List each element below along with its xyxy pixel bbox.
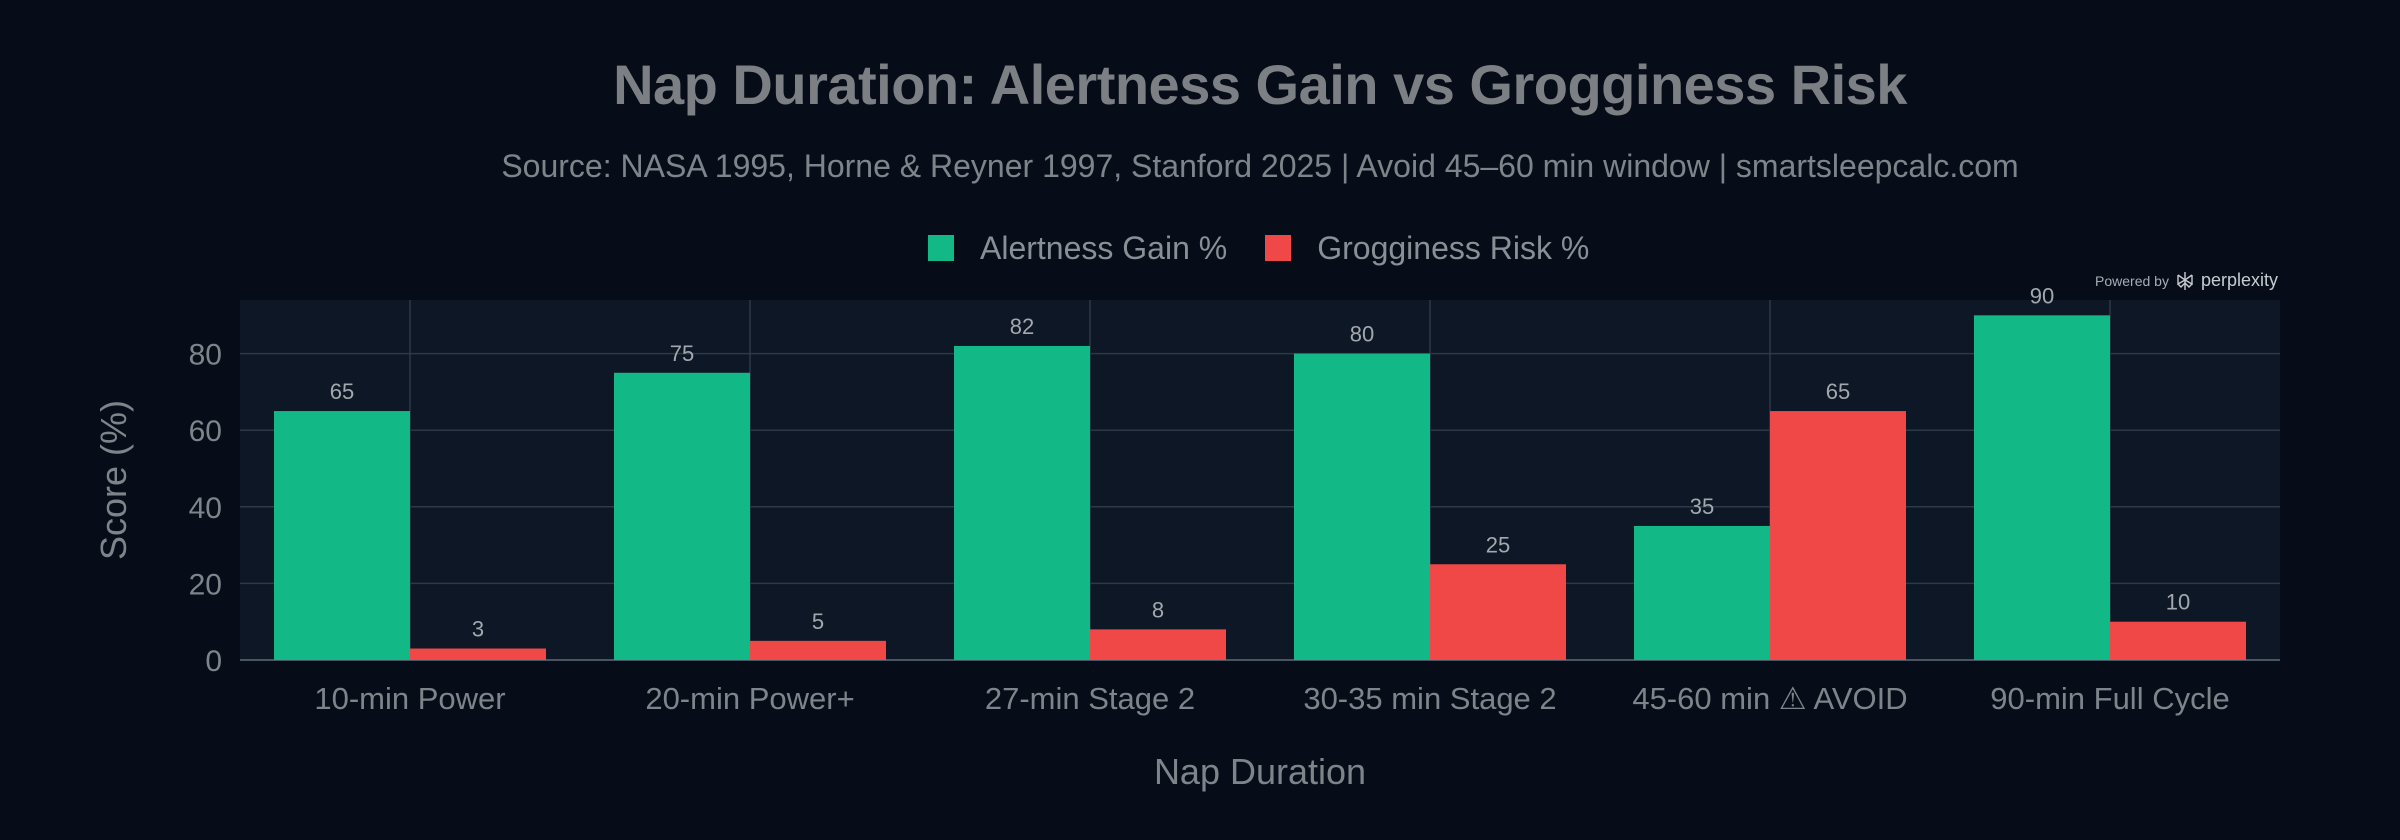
bars [274,315,2246,660]
y-axis-title: Score (%) [93,400,134,560]
bar-alertness[interactable] [614,372,750,660]
data-label: 8 [1152,597,1164,622]
powered-by-watermark[interactable]: Powered by perplexity [2095,270,2278,291]
x-axis-ticks: 10-min Power 20-min Power+ 27-min Stage 2 3… [314,681,2229,716]
data-label: 25 [1486,532,1510,557]
x-tick-label: 90-min Full Cycle [1990,681,2229,716]
legend-label-grogginess: Grogginess Risk % [1317,229,1590,266]
bar-grogginess[interactable] [1090,629,1226,660]
y-tick-label: 0 [205,645,222,678]
legend-swatch-grogginess [1265,235,1292,261]
y-axis-ticks: 0 20 40 60 80 [189,339,222,678]
bar-alertness[interactable] [1974,315,2110,660]
x-tick-label: 45-60 min ⚠ AVOID [1632,681,1907,716]
data-label: 10 [2166,590,2190,615]
legend-item-alertness[interactable]: Alertness Gain % [928,230,1227,267]
bar-alertness[interactable] [274,411,410,660]
data-label: 90 [2030,283,2054,308]
x-tick-label: 27-min Stage 2 [985,681,1195,716]
chart-title: Nap Duration: Alertness Gain vs Groggine… [613,53,1907,116]
bar-grogginess[interactable] [2110,621,2246,660]
data-label: 3 [472,617,484,642]
perplexity-logo-icon [2177,271,2193,290]
chart-subtitle: Source: NASA 1995, Horne & Reyner 1997, … [501,148,2019,184]
grid-lines [240,300,2280,661]
bar-grogginess[interactable] [1430,564,1566,660]
bar-alertness[interactable] [1294,353,1430,660]
x-tick-label: 10-min Power [314,681,505,716]
watermark-brand: perplexity [2200,270,2278,290]
plot-area [240,300,2280,660]
y-tick-label: 40 [189,492,222,525]
legend-label-alertness: Alertness Gain % [980,229,1228,266]
bar-alertness[interactable] [954,345,1090,660]
legend-swatch-alertness [928,235,954,261]
data-label: 65 [330,379,354,404]
watermark-prefix: Powered by [2095,272,2169,289]
y-tick-label: 60 [189,415,222,448]
data-label: 80 [1350,322,1374,347]
bar-grogginess[interactable] [750,640,886,660]
y-tick-label: 80 [189,339,222,372]
bar-grogginess[interactable] [410,648,546,660]
x-tick-label: 30-35 min Stage 2 [1303,681,1556,716]
x-axis-title: Nap Duration [1154,751,1366,792]
bar-grogginess[interactable] [1770,411,1906,660]
y-tick-label: 20 [189,568,222,601]
data-label: 35 [1690,494,1714,519]
data-label: 82 [1010,314,1034,339]
legend-item-grogginess[interactable]: Grogginess Risk % [1265,230,1589,267]
data-label: 65 [1826,379,1850,404]
legend: Alertness Gain % Grogginess Risk % [928,228,1627,268]
data-label: 5 [812,609,824,634]
x-tick-label: 20-min Power+ [645,681,854,716]
bar-alertness[interactable] [1634,525,1770,660]
data-label: 75 [670,341,694,366]
